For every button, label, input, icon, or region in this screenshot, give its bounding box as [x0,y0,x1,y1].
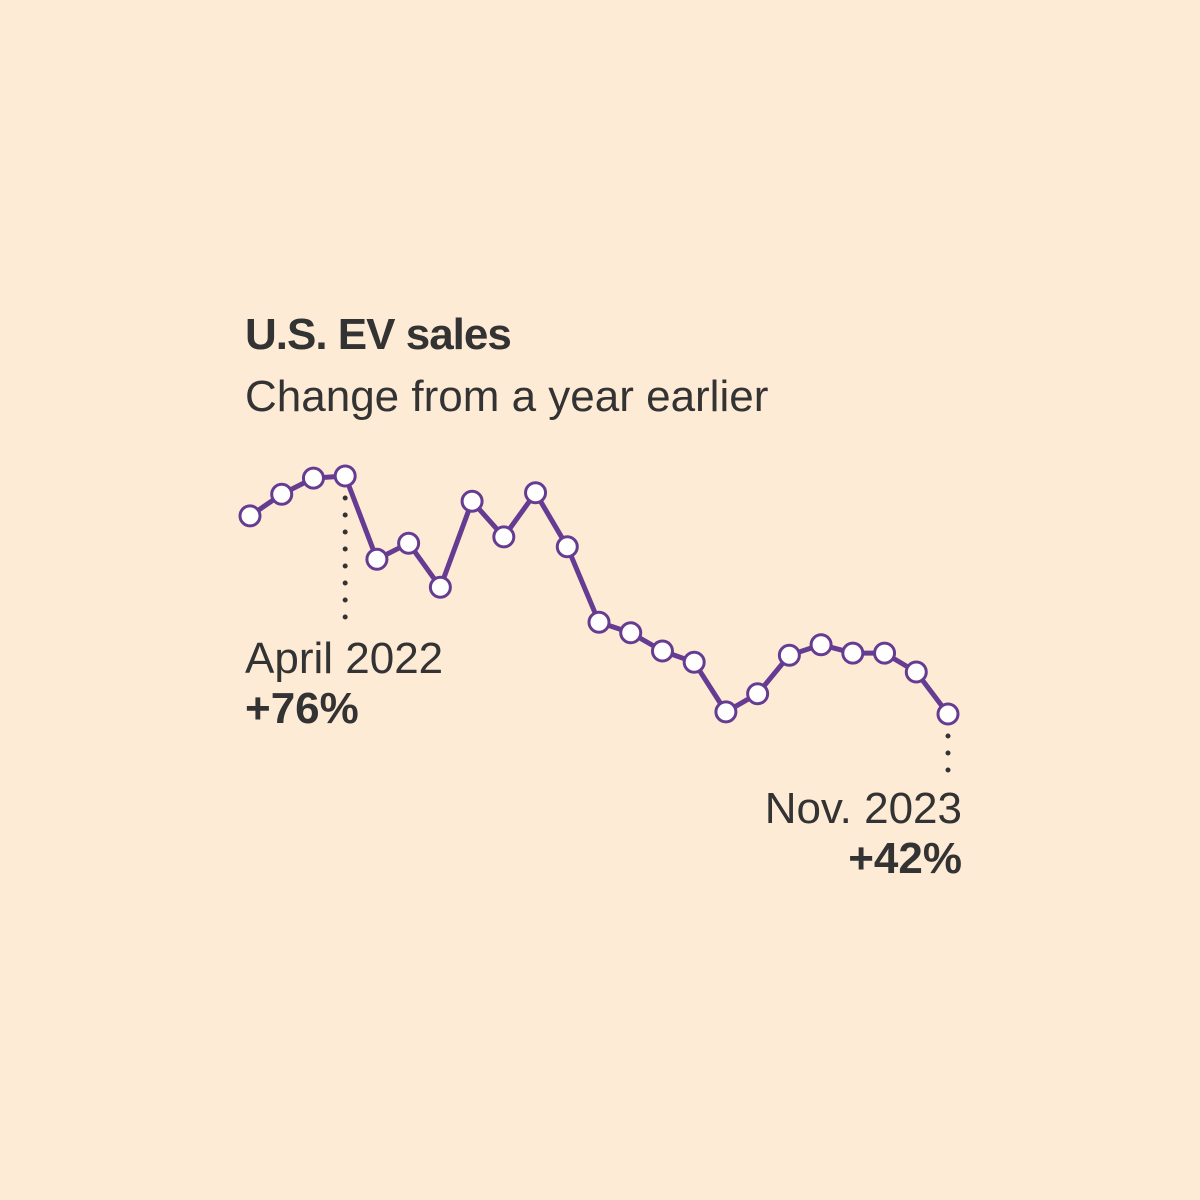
data-point [809,633,833,657]
data-point [492,525,516,549]
annotation-value: +42% [848,834,962,883]
data-point [936,702,960,726]
data-point [460,489,484,513]
data-point [873,641,897,665]
data-point [904,660,928,684]
annotation-label: April 2022 [245,634,444,683]
data-point [650,639,674,663]
data-point [333,464,357,488]
annotation-value: +76% [245,684,359,733]
data-point [682,650,706,674]
data-point [301,466,325,490]
data-point [746,682,770,706]
data-point [587,610,611,634]
annotation-nov-2023: Nov. 2023 +42% [765,784,962,884]
data-point [777,643,801,667]
data-point [365,547,389,571]
data-point [841,641,865,665]
data-point [428,575,452,599]
annotation-april-2022: April 2022 +76% [245,634,443,734]
data-point [524,481,548,505]
data-point [714,700,738,724]
data-point [238,504,262,528]
chart-subtitle: Change from a year earlier [245,372,769,421]
data-point [397,531,421,555]
data-point [270,482,294,506]
data-point [555,535,579,559]
annotation-label: Nov. 2023 [764,784,962,833]
chart-title: U.S. EV sales [245,310,512,359]
data-point [619,621,643,645]
